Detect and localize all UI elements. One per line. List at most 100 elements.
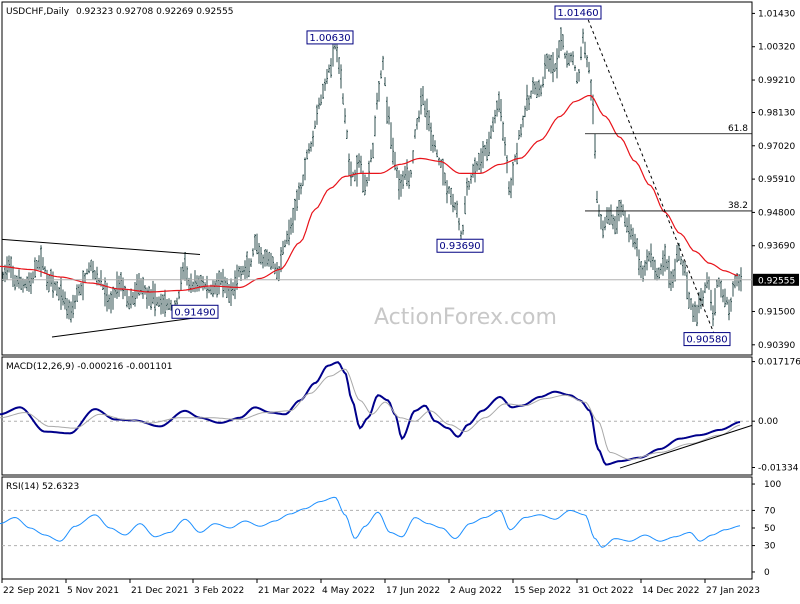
ohlc-bar	[512, 161, 514, 186]
ohlc-bar	[596, 190, 598, 204]
ohlc-bar	[378, 81, 380, 102]
ohlc-bar	[264, 249, 266, 267]
ohlc-bar	[218, 270, 220, 295]
ohlc-bar	[632, 227, 634, 248]
ohlc-bar	[50, 268, 52, 287]
ohlc-bar	[144, 284, 146, 295]
ohlc-bar	[676, 244, 678, 263]
ohlc-bar	[620, 199, 622, 218]
ohlc-bar	[110, 291, 112, 314]
ohlc-bar	[126, 289, 128, 308]
x-tick-label: 17 Jun 2022	[386, 586, 440, 596]
ohlc-bar	[552, 52, 554, 83]
ohlc-bar	[292, 207, 294, 233]
ohlc-bar	[24, 279, 26, 289]
ohlc-bar	[534, 81, 536, 95]
ohlc-values: 0.92323 0.92708 0.92269 0.92555	[76, 7, 233, 17]
ohlc-bar	[572, 51, 574, 66]
ohlc-bar	[18, 269, 20, 289]
ohlc-bar	[390, 122, 392, 149]
ohlc-bar	[684, 261, 686, 276]
ohlc-bar	[64, 291, 66, 310]
ohlc-bar	[668, 255, 670, 289]
ohlc-bar	[14, 274, 16, 291]
trendline	[585, 14, 717, 339]
ohlc-bar	[308, 143, 310, 154]
ohlc-bar	[96, 266, 98, 286]
ohlc-bar	[310, 141, 312, 152]
ohlc-bar	[84, 272, 86, 284]
ohlc-bar	[738, 274, 740, 291]
rsi-line	[0, 496, 741, 548]
y-tick-label: 0.95910	[758, 175, 795, 185]
ohlc-bar	[272, 256, 274, 269]
ohlc-bar	[114, 287, 116, 298]
ohlc-bar	[384, 77, 386, 87]
ohlc-bar	[662, 250, 664, 276]
ohlc-bar	[26, 276, 28, 292]
y-tick-label: 0.91500	[758, 307, 795, 317]
ohlc-bar	[278, 266, 280, 282]
ohlc-bar	[372, 142, 374, 159]
ohlc-bar	[448, 186, 450, 194]
ohlc-bar	[646, 249, 648, 271]
ohlc-bar	[366, 177, 368, 187]
ohlc-bar	[532, 77, 534, 94]
ohlc-bar	[440, 159, 442, 168]
ohlc-bar	[386, 96, 388, 124]
ohlc-bar	[400, 174, 402, 197]
ohlc-bar	[720, 280, 722, 298]
ohlc-bar	[364, 174, 366, 196]
ohlc-bar	[108, 294, 110, 310]
ohlc-bar	[636, 238, 638, 257]
ohlc-bar	[166, 299, 168, 311]
ohlc-bar	[56, 281, 58, 297]
ohlc-bar	[404, 165, 406, 181]
x-tick-label: 27 Jan 2023	[706, 586, 760, 596]
ohlc-bar	[492, 116, 494, 132]
ohlc-bar	[670, 270, 672, 291]
ohlc-bar	[576, 72, 578, 84]
ohlc-bar	[72, 294, 74, 319]
svg-text:0.90580: 0.90580	[686, 335, 727, 346]
symbol-label: USDCHF,Daily	[6, 7, 70, 17]
x-tick-label: 22 Sep 2021	[3, 586, 60, 596]
ohlc-bar	[208, 286, 210, 294]
ohlc-bar	[478, 152, 480, 171]
ohlc-bar	[484, 144, 486, 157]
ohlc-bar	[316, 104, 318, 125]
ohlc-bar	[250, 258, 252, 267]
ohlc-bar	[444, 172, 446, 186]
ohlc-bar	[220, 272, 222, 286]
ohlc-bar	[584, 41, 586, 59]
macd-panel	[1, 356, 753, 476]
ohlc-bar	[142, 276, 144, 299]
x-tick-label: 3 Feb 2022	[194, 586, 244, 596]
ohlc-bar	[132, 292, 134, 305]
ohlc-bar	[408, 170, 410, 189]
ohlc-bar	[496, 100, 498, 117]
ohlc-bar	[242, 265, 244, 275]
macd-tick-label: 0.017176	[758, 358, 800, 368]
ohlc-bar	[402, 170, 404, 189]
macd-tick-label: 0.00	[758, 417, 778, 427]
ohlc-bar	[626, 217, 628, 233]
ohlc-bar	[392, 137, 394, 165]
price-annotation: 0.91490	[171, 304, 219, 319]
ohlc-bar	[158, 296, 160, 307]
rsi-tick-label: 100	[764, 480, 781, 490]
ohlc-bar	[70, 301, 72, 323]
ohlc-bar	[582, 28, 584, 44]
ohlc-bar	[434, 140, 436, 152]
ohlc-bar	[642, 265, 644, 282]
ohlc-bar	[92, 260, 94, 280]
ohlc-bar	[716, 279, 718, 288]
y-tick-label: 0.90390	[758, 341, 795, 351]
fib-level-label: 61.8	[728, 124, 748, 134]
ohlc-bar	[322, 83, 324, 100]
last-price-tag: 0.92555	[753, 273, 799, 286]
ohlc-bar	[562, 34, 564, 50]
ohlc-bar	[516, 142, 518, 165]
ohlc-bar	[358, 153, 360, 168]
